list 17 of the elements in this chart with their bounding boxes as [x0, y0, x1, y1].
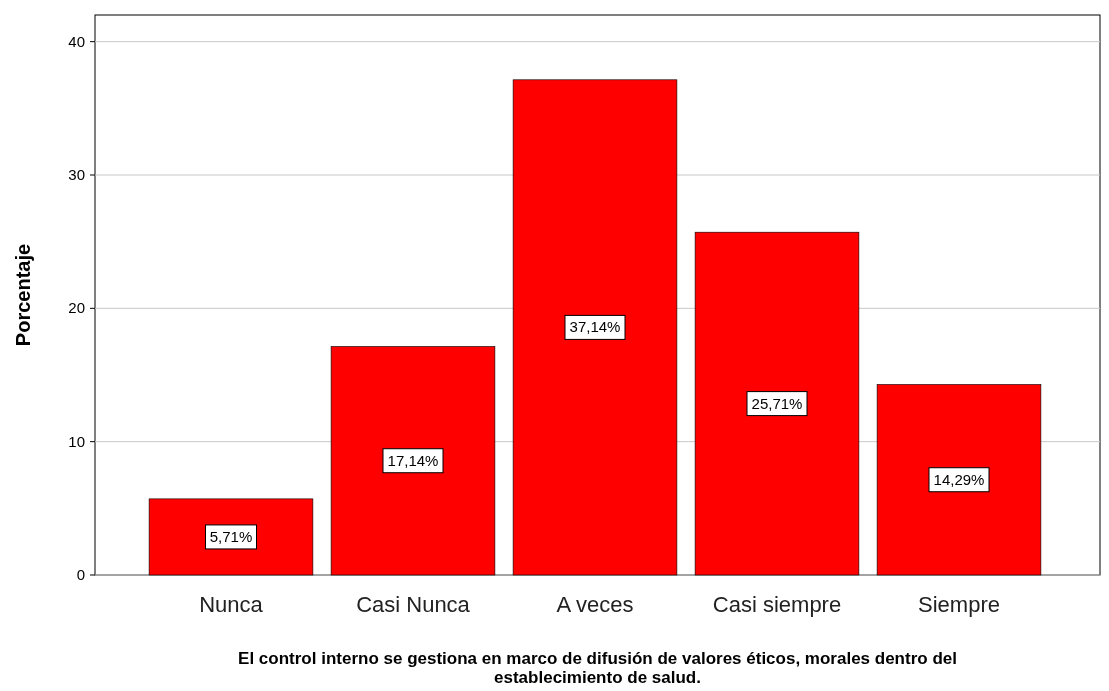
x-tick-label: Nunca	[199, 592, 264, 617]
y-axis-title: Porcentaje	[12, 243, 34, 347]
y-tick-label: 40	[68, 32, 85, 50]
y-tick-label: 10	[68, 432, 85, 450]
data-label: 25,71%	[751, 394, 803, 412]
x-tick-label: Siempre	[918, 592, 1000, 617]
data-label: 5,71%	[209, 527, 253, 545]
x-tick-label: Casi siempre	[712, 592, 842, 617]
y-tick-label: 0	[76, 566, 85, 583]
x-tick-label: Casi Nunca	[356, 592, 471, 617]
data-label: 14,29%	[933, 470, 985, 488]
data-label: 17,14%	[387, 451, 439, 469]
data-label: 37,14%	[569, 318, 621, 336]
x-axis-title: El control interno se gestiona en marco de difusión de valores éticos, morales dentro del establecimiento de salud.	[238, 649, 957, 687]
y-tick-label: 20	[68, 299, 85, 317]
y-tick-label: 30	[68, 166, 85, 183]
x-tick-label: A veces	[556, 592, 634, 617]
